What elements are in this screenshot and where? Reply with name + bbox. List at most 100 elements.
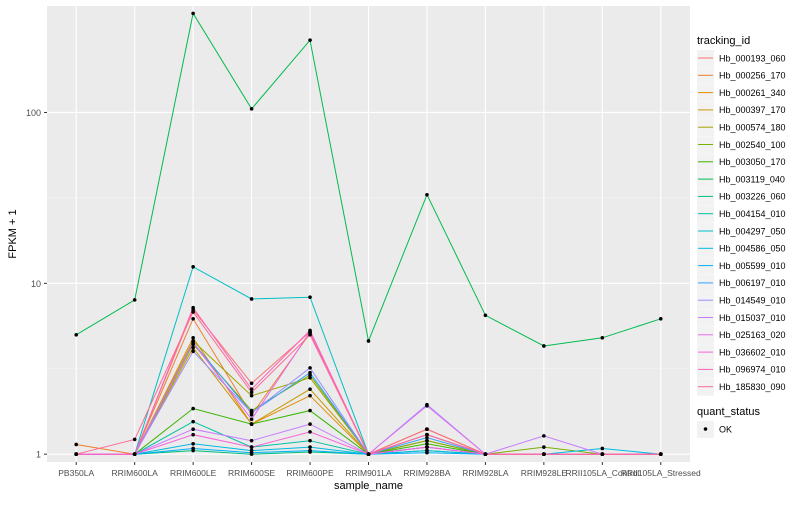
y-axis: 1 10 100 bbox=[26, 108, 47, 460]
data-point bbox=[132, 298, 137, 302]
legend-label: Hb_185830_090 bbox=[719, 382, 786, 392]
data-point bbox=[658, 452, 663, 456]
data-point bbox=[366, 339, 371, 343]
data-point bbox=[600, 452, 605, 456]
data-point bbox=[425, 427, 429, 432]
data-point bbox=[249, 107, 254, 111]
legend2-label: OK bbox=[719, 424, 732, 434]
data-point bbox=[191, 432, 195, 437]
legend-label: Hb_000261_340 bbox=[719, 88, 786, 98]
data-point bbox=[249, 450, 254, 455]
legend-label: Hb_096974_010 bbox=[719, 365, 786, 375]
x-tick-label: RRII105LA_Stressed bbox=[621, 468, 701, 478]
data-point bbox=[132, 452, 137, 456]
data-point bbox=[542, 445, 546, 449]
legend-label: Hb_006197_010 bbox=[719, 278, 786, 288]
legend-label: Hb_000574_180 bbox=[719, 123, 786, 133]
data-point bbox=[191, 264, 195, 269]
data-point bbox=[191, 406, 195, 411]
legend-label: Hb_003226_060 bbox=[719, 192, 786, 202]
x-tick-label: RRIM600LE bbox=[170, 468, 217, 478]
data-point bbox=[600, 446, 605, 451]
data-point bbox=[542, 452, 546, 456]
data-point bbox=[308, 375, 312, 380]
legend-label: Hb_000256_170 bbox=[719, 71, 786, 81]
data-point bbox=[74, 332, 79, 337]
x-tick-label: RRIM928LE bbox=[521, 468, 568, 478]
data-point bbox=[191, 419, 195, 424]
data-point bbox=[425, 445, 429, 449]
data-point bbox=[132, 437, 137, 442]
data-point bbox=[542, 434, 546, 438]
legend-label: Hb_000193_060 bbox=[719, 53, 786, 63]
x-axis: PB350LA RRIM600LA RRIM600LE RRIM600SE RRIM60… bbox=[58, 462, 701, 478]
data-point bbox=[308, 332, 312, 337]
legend-label: Hb_002540_100 bbox=[719, 140, 786, 150]
legend-label: Hb_005599_010 bbox=[719, 261, 786, 271]
data-point bbox=[191, 305, 195, 310]
data-point bbox=[308, 408, 312, 413]
data-point bbox=[74, 442, 79, 447]
data-point bbox=[308, 438, 312, 443]
data-point bbox=[308, 370, 312, 375]
data-point bbox=[191, 317, 195, 321]
data-point bbox=[542, 344, 546, 348]
data-point bbox=[249, 422, 254, 426]
legend-title: tracking_id bbox=[697, 35, 750, 47]
legend2-title: quant_status bbox=[697, 406, 760, 418]
y-tick-label: 10 bbox=[31, 279, 41, 289]
data-point bbox=[249, 393, 254, 398]
data-point bbox=[249, 417, 254, 422]
x-tick-label: RRIM901LA bbox=[345, 468, 392, 478]
data-point bbox=[249, 390, 254, 395]
data-point bbox=[308, 393, 312, 398]
data-point bbox=[308, 295, 312, 299]
legend-label: Hb_003119_040 bbox=[719, 174, 785, 184]
data-point bbox=[308, 430, 312, 434]
x-tick-label: PB350LA bbox=[58, 468, 94, 478]
data-point bbox=[191, 345, 195, 350]
y-tick-label: 100 bbox=[26, 108, 41, 118]
data-point bbox=[425, 432, 429, 437]
data-point bbox=[308, 445, 312, 449]
x-tick-label: RRIM600PE bbox=[286, 468, 334, 478]
x-tick-label: RRIM600SE bbox=[228, 468, 276, 478]
major-gridlines bbox=[47, 6, 690, 462]
data-point bbox=[249, 445, 254, 449]
legend-label: Hb_025163_020 bbox=[719, 330, 786, 340]
legend2-point bbox=[703, 427, 708, 431]
x-axis-title: sample_name bbox=[334, 480, 403, 492]
legend-items: Hb_000193_060 Hb_000256_170 Hb_000261_340 H… bbox=[697, 50, 786, 396]
data-point bbox=[191, 442, 195, 446]
x-tick-label: RRIM600LA bbox=[112, 468, 159, 478]
data-point bbox=[425, 442, 429, 446]
legend-label: Hb_004586_050 bbox=[719, 244, 786, 254]
y-tick-label: 1 bbox=[36, 450, 41, 460]
data-point bbox=[249, 438, 254, 443]
y-axis-title: FPKM + 1 bbox=[7, 209, 19, 258]
data-point bbox=[191, 427, 195, 432]
legend-tracking-id: tracking_id Hb_000193_060Hb_000256_170Hb… bbox=[697, 35, 786, 396]
x-tick-label: RRIM928BA bbox=[403, 468, 451, 478]
data-point bbox=[191, 335, 195, 340]
data-point bbox=[366, 452, 371, 456]
data-point bbox=[308, 38, 312, 42]
legend-label: Hb_003050_170 bbox=[719, 157, 786, 167]
data-point bbox=[308, 328, 312, 333]
data-point bbox=[483, 452, 488, 456]
legend-label: Hb_014549_010 bbox=[719, 296, 786, 306]
legend2-items: OK bbox=[697, 421, 732, 438]
data-point bbox=[249, 381, 254, 386]
data-point bbox=[600, 335, 605, 340]
data-point bbox=[308, 373, 312, 377]
data-point bbox=[425, 450, 429, 455]
data-point bbox=[191, 446, 195, 451]
data-point bbox=[425, 438, 429, 443]
data-point bbox=[74, 452, 79, 456]
legend-label: Hb_000397_170 bbox=[719, 105, 786, 115]
data-point bbox=[191, 340, 195, 345]
data-point bbox=[308, 422, 312, 426]
x-tick-label: RRII105LA_Control bbox=[565, 468, 639, 478]
